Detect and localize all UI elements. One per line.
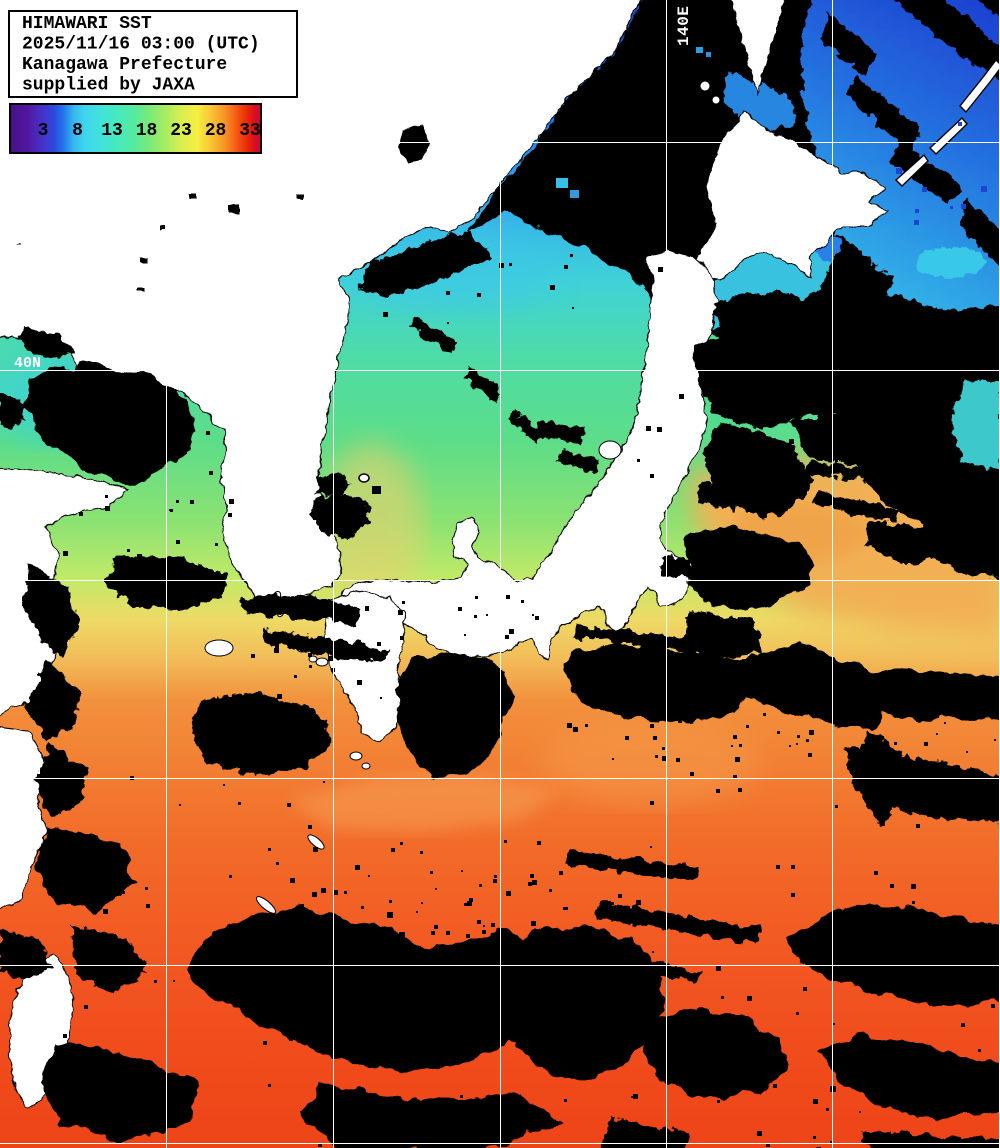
svg-text:Kanagawa Prefecture: Kanagawa Prefecture: [22, 55, 227, 75]
svg-text:3: 3: [38, 121, 49, 141]
svg-text:supplied by JAXA: supplied by JAXA: [22, 76, 195, 96]
svg-text:18: 18: [136, 121, 158, 141]
svg-text:HIMAWARI SST: HIMAWARI SST: [22, 14, 152, 34]
svg-text:28: 28: [205, 121, 227, 141]
svg-text:40N: 40N: [14, 355, 41, 372]
svg-text:35N: 35N: [2, 568, 29, 585]
svg-text:23: 23: [170, 121, 192, 141]
svg-text:30N: 30N: [14, 762, 41, 779]
svg-text:140E: 140E: [675, 6, 693, 46]
svg-text:8: 8: [72, 121, 83, 141]
svg-text:2025/11/16 03:00 (UTC): 2025/11/16 03:00 (UTC): [22, 35, 260, 55]
svg-text:33: 33: [239, 121, 261, 141]
svg-text:13: 13: [101, 121, 123, 141]
